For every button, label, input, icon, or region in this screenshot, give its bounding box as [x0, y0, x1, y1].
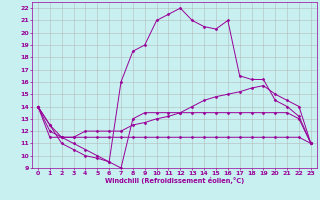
X-axis label: Windchill (Refroidissement éolien,°C): Windchill (Refroidissement éolien,°C): [105, 177, 244, 184]
